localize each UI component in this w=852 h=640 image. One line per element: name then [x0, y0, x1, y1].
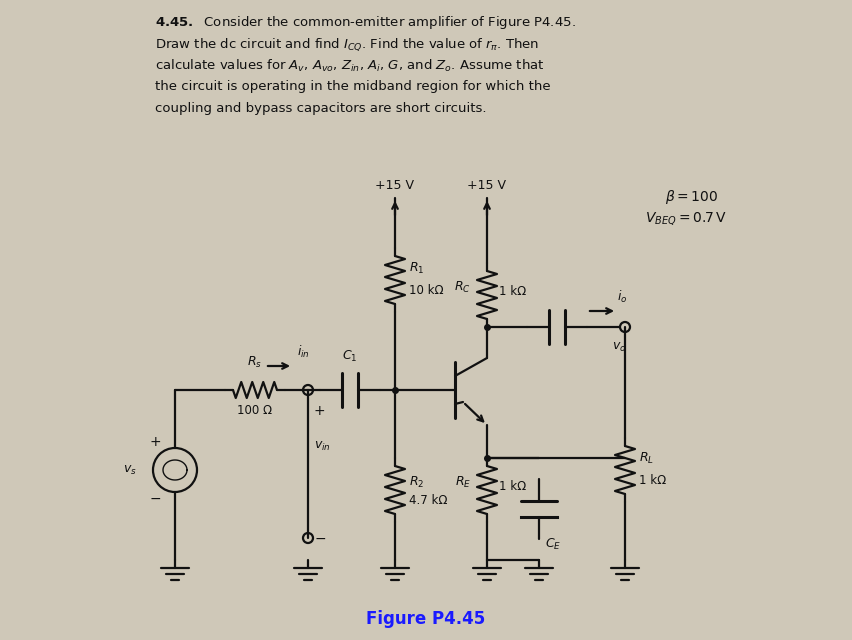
Text: $v_s$: $v_s$: [123, 463, 137, 477]
Text: $\mathbf{4.45.}$  Consider the common-emitter amplifier of Figure P4.45.: $\mathbf{4.45.}$ Consider the common-emi…: [155, 14, 575, 31]
Text: the circuit is operating in the midband region for which the: the circuit is operating in the midband …: [155, 80, 550, 93]
Text: 10 kΩ: 10 kΩ: [408, 284, 443, 296]
Text: +15 V: +15 V: [375, 179, 414, 192]
Text: 4.7 kΩ: 4.7 kΩ: [408, 493, 447, 506]
Text: calculate values for $A_v$, $A_{vo}$, $Z_{in}$, $A_i$, $G$, and $Z_o$. Assume th: calculate values for $A_v$, $A_{vo}$, $Z…: [155, 58, 544, 74]
Text: +15 V: +15 V: [467, 179, 506, 192]
Text: $-$: $-$: [314, 531, 325, 545]
Text: +: +: [314, 404, 325, 418]
Text: 100 Ω: 100 Ω: [237, 404, 273, 417]
Text: 1 kΩ: 1 kΩ: [498, 479, 526, 493]
Text: coupling and bypass capacitors are short circuits.: coupling and bypass capacitors are short…: [155, 102, 486, 115]
Text: $V_{BEQ} = 0.7\,\mathrm{V}$: $V_{BEQ} = 0.7\,\mathrm{V}$: [644, 210, 726, 227]
Text: $C_E$: $C_E$: [544, 537, 561, 552]
Text: Figure P4.45: Figure P4.45: [366, 610, 485, 628]
Text: $v_{in}$: $v_{in}$: [314, 440, 331, 453]
Text: +: +: [149, 435, 161, 449]
Text: $R_C$: $R_C$: [454, 280, 470, 294]
Text: $C_1$: $C_1$: [342, 349, 357, 364]
Text: $R_E$: $R_E$: [454, 474, 470, 490]
Text: $v_o$: $v_o$: [611, 341, 625, 354]
Text: 1 kΩ: 1 kΩ: [498, 285, 526, 298]
Text: 1 kΩ: 1 kΩ: [638, 474, 665, 486]
Text: $R_2$: $R_2$: [408, 474, 423, 490]
Text: $i_{in}$: $i_{in}$: [296, 344, 309, 360]
Text: $R_s$: $R_s$: [247, 355, 262, 370]
Text: $R_L$: $R_L$: [638, 451, 653, 465]
Text: Draw the dc circuit and find $I_{CQ}$. Find the value of $r_{\pi}$. Then: Draw the dc circuit and find $I_{CQ}$. F…: [155, 36, 538, 52]
Text: $\beta = 100$: $\beta = 100$: [665, 188, 717, 206]
Text: $i_o$: $i_o$: [616, 289, 627, 305]
Text: $R_1$: $R_1$: [408, 260, 424, 276]
Text: $-$: $-$: [149, 491, 161, 505]
